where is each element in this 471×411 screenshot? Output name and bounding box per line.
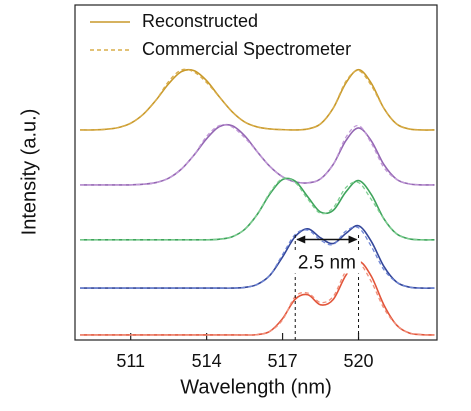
arrow-head xyxy=(348,235,358,244)
y-axis-title: Intensity (a.u.) xyxy=(18,109,40,236)
legend-label: Commercial Spectrometer xyxy=(142,39,351,59)
spectrum-line xyxy=(80,177,435,241)
arrow-head xyxy=(296,235,306,244)
x-tick-label: 514 xyxy=(192,351,222,371)
x-axis-title: Wavelength (nm) xyxy=(180,376,332,398)
spectrum-line xyxy=(80,124,435,186)
spectrum-line xyxy=(80,226,435,289)
spectrum-line xyxy=(80,224,435,289)
plot-frame xyxy=(74,4,438,341)
spectrum-line xyxy=(80,68,435,131)
spectrum-line xyxy=(80,68,435,131)
spectrum-line xyxy=(80,260,435,336)
x-tick-label: 511 xyxy=(116,351,145,371)
x-tick-label: 520 xyxy=(344,351,374,371)
annotation-bg xyxy=(292,251,361,274)
spectrum-line xyxy=(80,261,435,336)
legend-label: Reconstructed xyxy=(142,11,258,31)
x-tick-label: 517 xyxy=(268,351,298,371)
annotation-label: 2.5 nm xyxy=(298,253,356,274)
spectrum-line xyxy=(80,177,435,241)
spectrum-line xyxy=(80,123,435,186)
